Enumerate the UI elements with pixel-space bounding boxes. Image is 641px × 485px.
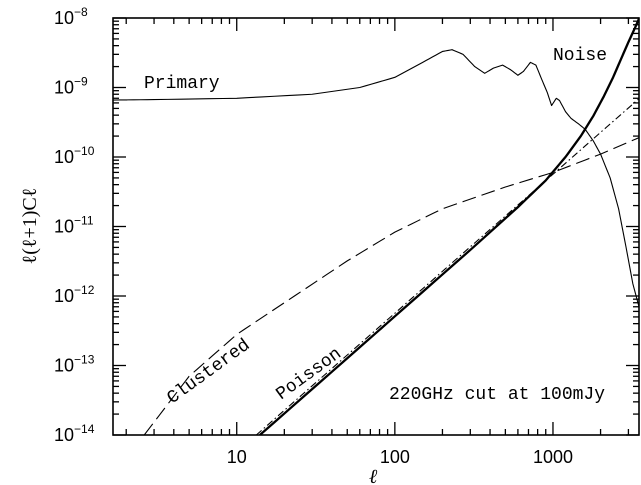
- annotation-poisson: Poisson: [273, 344, 346, 405]
- annotation-cut: 220GHz cut at 100mJy: [389, 385, 605, 405]
- y-tick-label: 10−11: [54, 214, 94, 237]
- y-tick-label: 10−13: [54, 353, 95, 376]
- series-line-noise: [259, 18, 639, 435]
- annotation-clustered: Clustered: [164, 336, 254, 409]
- series-line-poisson: [255, 98, 639, 435]
- y-tick-label: 10−10: [54, 144, 95, 167]
- y-tick-label: 10−8: [54, 5, 88, 28]
- ticks: [113, 17, 639, 436]
- tick-labels: 10 100 1000 10−14 10−13 10−12 10−11 10−10 10−9 10…: [54, 5, 573, 467]
- annotation-primary: Primary: [144, 74, 220, 94]
- series-line-clustered: [143, 137, 639, 435]
- x-tick-label: 100: [380, 447, 410, 467]
- y-tick-label: 10−14: [54, 422, 95, 445]
- annotation-noise: Noise: [553, 46, 607, 66]
- series-lines: [113, 18, 639, 435]
- series-line-primary: [113, 49, 639, 307]
- y-axis-title: ℓ(ℓ+1)Cℓ: [19, 188, 41, 265]
- x-axis-title: ℓ: [369, 466, 378, 485]
- x-tick-label: 10: [227, 447, 247, 467]
- y-tick-label: 10−12: [54, 283, 95, 306]
- y-tick-label: 10−9: [54, 75, 88, 98]
- x-tick-label: 1000: [533, 447, 573, 467]
